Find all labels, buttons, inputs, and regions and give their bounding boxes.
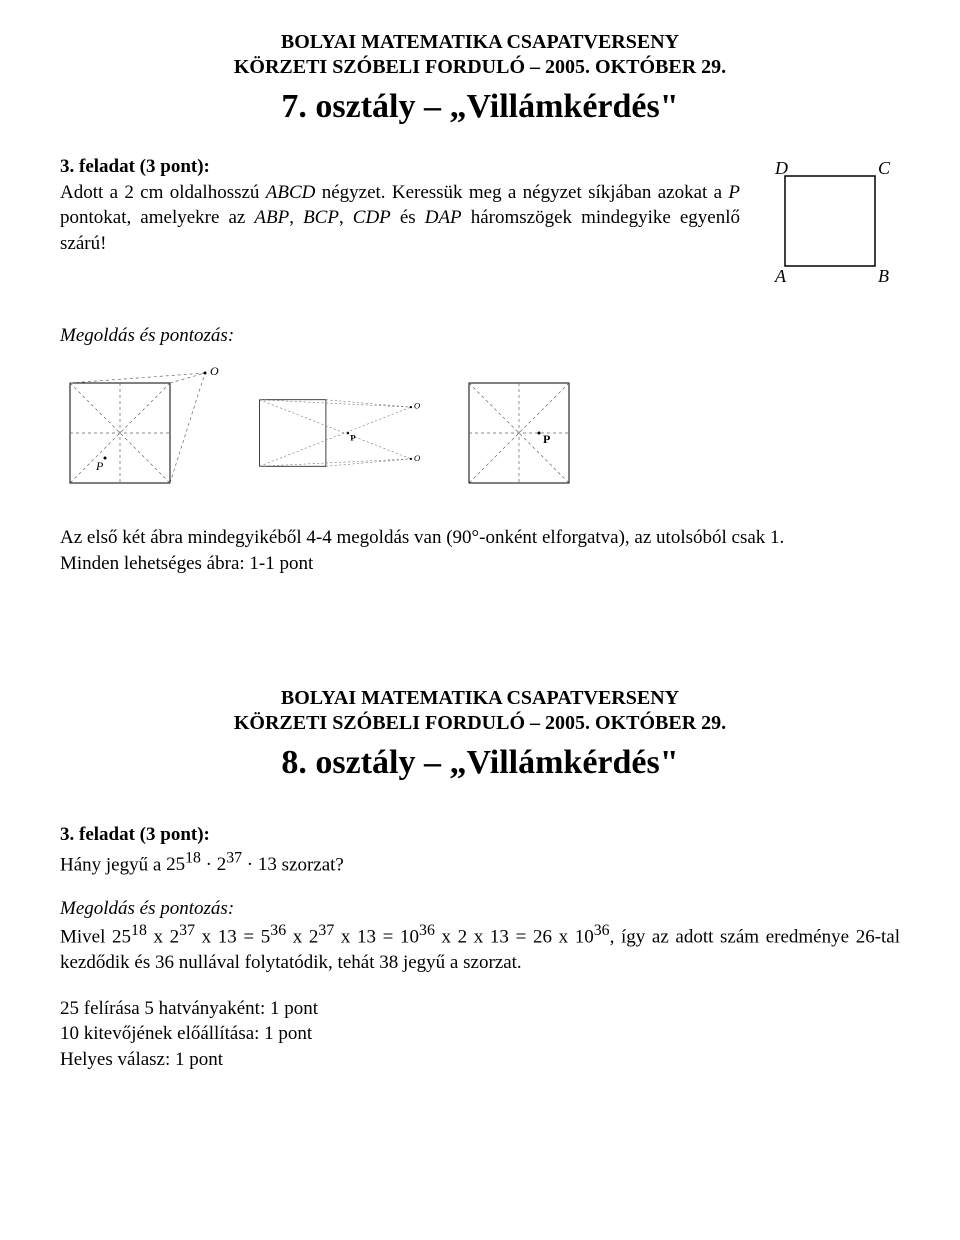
task-8-a: Hány jegyű a — [60, 854, 166, 875]
task-8-b: 2518 · 237 · 13 — [166, 854, 277, 875]
square-figure: D C A B — [760, 154, 900, 299]
fig2-O-bot: O — [414, 453, 421, 463]
fig2-O-top: O — [414, 401, 421, 411]
task-row-7: 3. feladat (3 pont): Adott a 2 cm oldalh… — [60, 154, 900, 299]
label-A: A — [774, 266, 787, 286]
solution-text-8: Mivel 2518 x 237 x 13 = 536 x 237 x 13 =… — [60, 920, 900, 976]
task-7-l1-a: Adott a 2 cm oldalhosszú — [60, 182, 266, 203]
task-8-c: szorzat? — [277, 854, 344, 875]
fig1-O-label: O — [210, 364, 219, 378]
task-7-l2-g: , — [339, 207, 353, 228]
task-7-l2-b: P — [728, 182, 740, 203]
header-line-1: BOLYAI MATEMATIKA CSAPATVERSENY — [60, 30, 900, 55]
label-D: D — [774, 158, 788, 178]
task-7-l2-j: DAP — [425, 207, 462, 228]
solution-heading-7: Megoldás és pontozás: — [60, 325, 900, 347]
task-7-l2-e: , — [289, 207, 303, 228]
fig2-P-label: P — [350, 432, 356, 442]
task-7-l2-a: Keressük meg a négyzet síkjában azokat a — [392, 182, 729, 203]
scoring-block: 25 felírása 5 hatványaként: 1 pont 10 ki… — [60, 996, 900, 1073]
scoring-line-3: Helyes válasz: 1 pont — [60, 1047, 900, 1073]
label-C: C — [878, 158, 891, 178]
square-abcd-icon: D C A B — [760, 154, 900, 294]
fig1-P-label: P — [95, 459, 104, 473]
page-header-2: BOLYAI MATEMATIKA CSAPATVERSENY KÖRZETI … — [60, 686, 900, 782]
grade-title-7: 7. osztály – „Villámkérdés" — [60, 88, 900, 126]
task-7-l2-c: pontokat, amelyekre az — [60, 207, 254, 228]
task-7-l2-f: BCP — [303, 207, 339, 228]
task-label-8: 3. feladat (3 pont): — [60, 824, 210, 845]
task-text-7: 3. feladat (3 pont): Adott a 2 cm oldalh… — [60, 154, 740, 257]
task-7-l2-h: CDP — [353, 207, 391, 228]
solution-figure-3-icon: P — [444, 363, 614, 503]
solution-heading-8: Megoldás és pontozás: — [60, 898, 900, 920]
solution-text-7-1: Az első két ábra mindegyikéből 4-4 megol… — [60, 525, 900, 551]
header-line-2b: KÖRZETI SZÓBELI FORDULÓ – 2005. OKTÓBER … — [60, 711, 900, 736]
grade-title-8: 8. osztály – „Villámkérdés" — [60, 744, 900, 782]
task-7-l2-i: és — [391, 207, 425, 228]
solution-figure-1-icon: P O — [60, 363, 230, 503]
task-7-l2-d: ABP — [254, 207, 289, 228]
solution-text-7-2: Minden lehetséges ábra: 1-1 pont — [60, 551, 900, 577]
task-label-7: 3. feladat (3 pont): — [60, 156, 210, 177]
header-line-2: KÖRZETI SZÓBELI FORDULÓ – 2005. OKTÓBER … — [60, 55, 900, 80]
fig3-P-label: P — [543, 432, 550, 446]
page-header-1: BOLYAI MATEMATIKA CSAPATVERSENY KÖRZETI … — [60, 30, 900, 126]
label-B: B — [878, 266, 889, 286]
solution-figure-2-icon: P O O — [252, 363, 422, 503]
task-7-l1-b: ABCD — [266, 182, 316, 203]
task-text-8: 3. feladat (3 pont): Hány jegyű a 2518 ·… — [60, 822, 900, 878]
header-line-1b: BOLYAI MATEMATIKA CSAPATVERSENY — [60, 686, 900, 711]
scoring-line-1: 25 felírása 5 hatványaként: 1 pont — [60, 996, 900, 1022]
solution-figures-row: P O P O O P — [60, 363, 900, 503]
task-7-l1-c: négyzet. — [315, 182, 385, 203]
scoring-line-2: 10 kitevőjének előállítása: 1 pont — [60, 1021, 900, 1047]
